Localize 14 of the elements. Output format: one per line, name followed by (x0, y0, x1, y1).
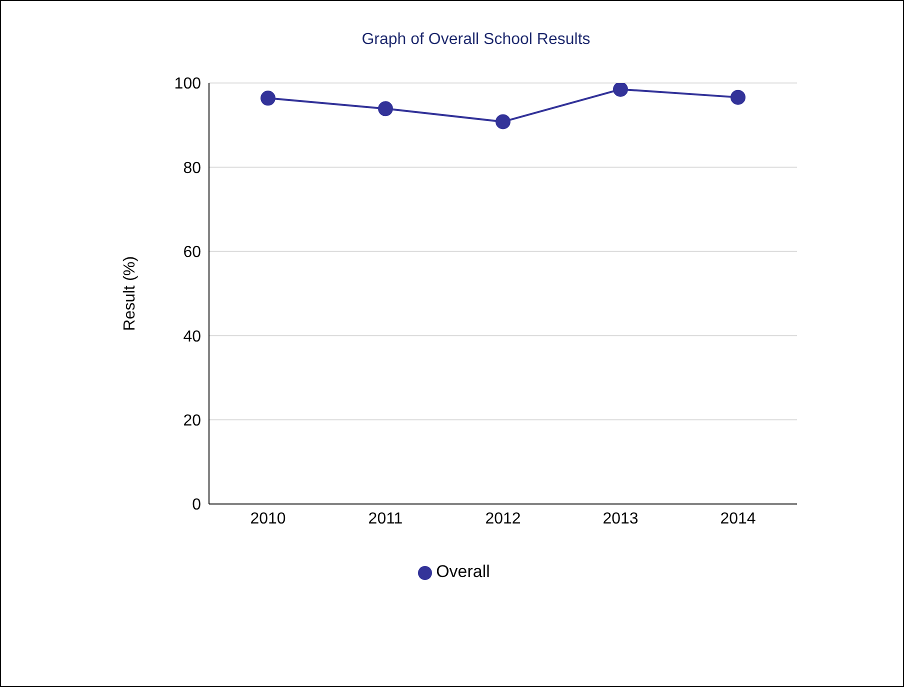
chart-title: Graph of Overall School Results (360, 31, 592, 49)
x-tick-label: 2012 (485, 510, 521, 528)
x-tick-label: 2011 (368, 510, 403, 528)
y-tick-label: 40 (183, 328, 202, 346)
y-tick-label: 80 (183, 160, 202, 177)
x-tick-label: 2013 (602, 510, 638, 528)
legend-label: Overall (436, 562, 490, 581)
x-tick-label: 2014 (720, 510, 756, 528)
y-axis-title: Result (%) (122, 256, 139, 331)
y-tick-label: 60 (183, 244, 202, 262)
x-tick-label: 2010 (250, 510, 286, 528)
y-tick-label: 0 (192, 496, 202, 514)
y-tick-label: 20 (183, 412, 202, 430)
y-tick-label: 100 (174, 76, 202, 93)
